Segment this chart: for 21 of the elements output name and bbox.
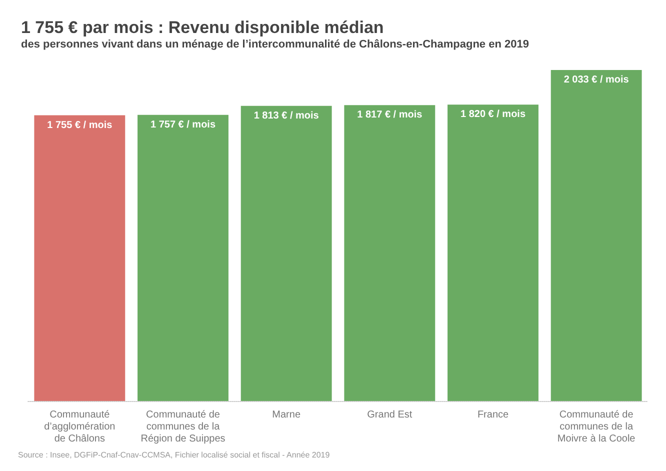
bar [138, 114, 228, 401]
bar [34, 115, 126, 401]
data-label: 1 813 € / mois [254, 110, 320, 122]
chart-title: 1 755 € par mois : Revenu disponible médian [21, 18, 384, 37]
bar [240, 106, 332, 401]
x-tick-label: France [477, 410, 509, 420]
data-label: 1 820 € / mois [460, 109, 526, 120]
data-label: 1 817 € / mois [357, 110, 423, 121]
x-tick-label: Communauté de communes de la Moivre à la Coole [557, 410, 636, 444]
source-note: Source : Insee, DGFiP-Cnaf-Cnav-CCMSA, Fichier localisé social et fiscal - Année 2019 [18, 450, 330, 460]
data-label: 1 755 € / mois [47, 120, 113, 131]
x-tick-label: Marne [272, 410, 301, 420]
data-label: 1 757 € / mois [150, 119, 216, 130]
x-tick-label: Grand Est [367, 410, 412, 420]
data-label: 2 033 € / mois [564, 74, 630, 86]
x-tick-label: Communauté de communes de la Région de Suippes [140, 410, 226, 444]
bar [448, 104, 538, 401]
bar [550, 70, 642, 401]
bar [344, 105, 436, 401]
chart-subtitle: des personnes vivant dans un ménage de l’intercommunalité de Châlons-en-Champagne en 2019 [21, 38, 529, 50]
x-tick-label: Communauté d’agglomération de Châlons [44, 410, 116, 444]
